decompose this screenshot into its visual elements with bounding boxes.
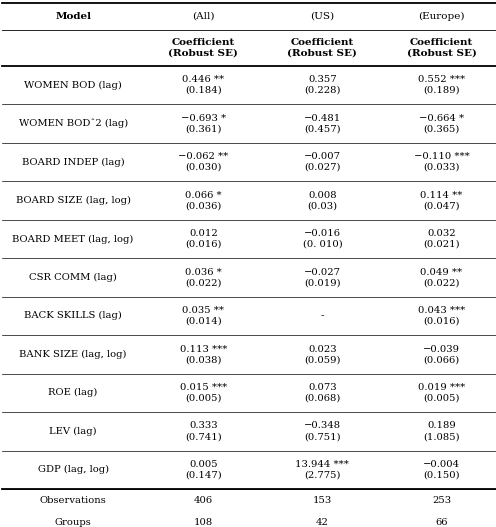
Text: WOMEN BOD (lag): WOMEN BOD (lag): [24, 81, 122, 90]
Text: GDP (lag, log): GDP (lag, log): [38, 465, 109, 474]
Text: 108: 108: [194, 518, 213, 527]
Text: 153: 153: [313, 495, 332, 505]
Text: BACK SKILLS (lag): BACK SKILLS (lag): [24, 311, 122, 320]
Text: −0.007
(0.027): −0.007 (0.027): [304, 152, 341, 172]
Text: BANK SIZE (lag, log): BANK SIZE (lag, log): [19, 350, 127, 359]
Text: CSR COMM (lag): CSR COMM (lag): [29, 273, 117, 282]
Text: 66: 66: [435, 518, 448, 527]
Text: LEV (lag): LEV (lag): [49, 427, 97, 436]
Text: Model: Model: [55, 12, 91, 21]
Text: 0.446 **
(0.184): 0.446 ** (0.184): [183, 75, 224, 95]
Text: (Europe): (Europe): [418, 12, 465, 21]
Text: 0.049 **
(0.022): 0.049 ** (0.022): [421, 268, 462, 287]
Text: −0.110 ***
(0.033): −0.110 *** (0.033): [414, 152, 469, 172]
Text: 0.023
(0.059): 0.023 (0.059): [304, 345, 341, 364]
Text: 0.066 *
(0.036): 0.066 * (0.036): [185, 191, 222, 210]
Text: 0.189
(1.085): 0.189 (1.085): [423, 422, 460, 441]
Text: 0.552 ***
(0.189): 0.552 *** (0.189): [418, 75, 465, 95]
Text: 0.008
(0.03): 0.008 (0.03): [308, 191, 337, 210]
Text: Coefficient
(Robust SE): Coefficient (Robust SE): [169, 38, 238, 58]
Text: 0.357
(0.228): 0.357 (0.228): [304, 75, 341, 95]
Text: 253: 253: [432, 495, 451, 505]
Text: Coefficient
(Robust SE): Coefficient (Robust SE): [288, 38, 357, 58]
Text: 0.032
(0.021): 0.032 (0.021): [423, 229, 460, 249]
Text: 42: 42: [316, 518, 329, 527]
Text: (US): (US): [310, 12, 334, 21]
Text: 0.043 ***
(0.016): 0.043 *** (0.016): [418, 306, 465, 326]
Text: 0.113 ***
(0.038): 0.113 *** (0.038): [180, 345, 227, 364]
Text: BOARD MEET (lag, log): BOARD MEET (lag, log): [12, 235, 134, 243]
Text: Coefficient
(Robust SE): Coefficient (Robust SE): [407, 38, 476, 58]
Text: −0.004
(0.150): −0.004 (0.150): [423, 460, 460, 480]
Text: (All): (All): [192, 12, 215, 21]
Text: -: -: [321, 311, 324, 320]
Text: Groups: Groups: [55, 518, 92, 527]
Text: WOMEN BODˆ2 (lag): WOMEN BODˆ2 (lag): [18, 119, 128, 129]
Text: 0.036 *
(0.022): 0.036 * (0.022): [185, 268, 222, 287]
Text: 0.073
(0.068): 0.073 (0.068): [304, 383, 341, 403]
Text: −0.039
(0.066): −0.039 (0.066): [423, 345, 460, 364]
Text: 0.019 ***
(0.005): 0.019 *** (0.005): [418, 383, 465, 403]
Text: −0.062 **
(0.030): −0.062 ** (0.030): [178, 152, 229, 172]
Text: −0.664 *
(0.365): −0.664 * (0.365): [419, 114, 464, 133]
Text: −0.027
(0.019): −0.027 (0.019): [304, 268, 341, 287]
Text: −0.693 *
(0.361): −0.693 * (0.361): [181, 114, 226, 133]
Text: 0.015 ***
(0.005): 0.015 *** (0.005): [180, 383, 227, 403]
Text: 13.944 ***
(2.775): 13.944 *** (2.775): [296, 460, 349, 480]
Text: 0.114 **
(0.047): 0.114 ** (0.047): [420, 191, 463, 210]
Text: BOARD INDEP (lag): BOARD INDEP (lag): [22, 158, 124, 167]
Text: −0.348
(0.751): −0.348 (0.751): [304, 422, 341, 441]
Text: 0.005
(0.147): 0.005 (0.147): [185, 460, 222, 480]
Text: Observations: Observations: [40, 495, 107, 505]
Text: −0.481
(0.457): −0.481 (0.457): [304, 114, 341, 133]
Text: 0.012
(0.016): 0.012 (0.016): [185, 229, 222, 249]
Text: 0.035 **
(0.014): 0.035 ** (0.014): [183, 306, 224, 326]
Text: 406: 406: [194, 495, 213, 505]
Text: BOARD SIZE (lag, log): BOARD SIZE (lag, log): [16, 196, 130, 205]
Text: ROE (lag): ROE (lag): [49, 388, 98, 397]
Text: 0.333
(0.741): 0.333 (0.741): [185, 422, 222, 441]
Text: −0.016
(0. 010): −0.016 (0. 010): [303, 229, 342, 249]
